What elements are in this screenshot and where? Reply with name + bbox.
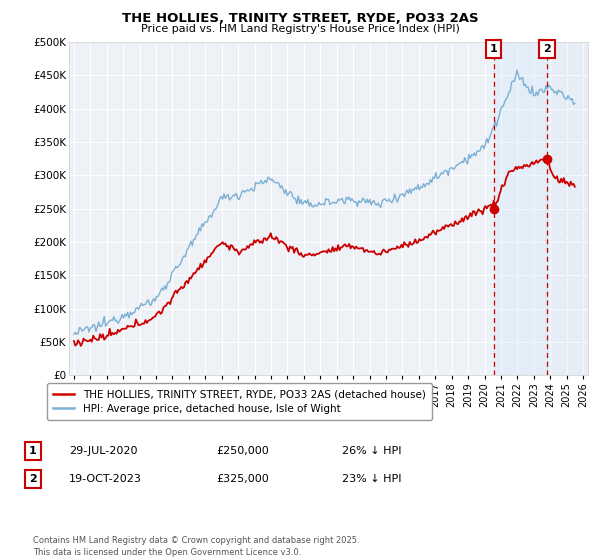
Text: £250,000: £250,000	[216, 446, 269, 456]
Text: 23% ↓ HPI: 23% ↓ HPI	[342, 474, 401, 484]
Legend: THE HOLLIES, TRINITY STREET, RYDE, PO33 2AS (detached house), HPI: Average price: THE HOLLIES, TRINITY STREET, RYDE, PO33 …	[47, 383, 432, 420]
Bar	[494, 42, 547, 375]
Text: 1: 1	[490, 44, 497, 54]
Text: Price paid vs. HM Land Registry's House Price Index (HPI): Price paid vs. HM Land Registry's House …	[140, 24, 460, 34]
Bar	[547, 42, 588, 375]
Text: 26% ↓ HPI: 26% ↓ HPI	[342, 446, 401, 456]
Text: THE HOLLIES, TRINITY STREET, RYDE, PO33 2AS: THE HOLLIES, TRINITY STREET, RYDE, PO33 …	[122, 12, 478, 25]
Text: £325,000: £325,000	[216, 474, 269, 484]
Text: 2: 2	[543, 44, 551, 54]
Text: 29-JUL-2020: 29-JUL-2020	[69, 446, 137, 456]
Text: 2: 2	[29, 474, 37, 484]
Text: Contains HM Land Registry data © Crown copyright and database right 2025.
This d: Contains HM Land Registry data © Crown c…	[33, 536, 359, 557]
Text: 1: 1	[29, 446, 37, 456]
Text: 19-OCT-2023: 19-OCT-2023	[69, 474, 142, 484]
